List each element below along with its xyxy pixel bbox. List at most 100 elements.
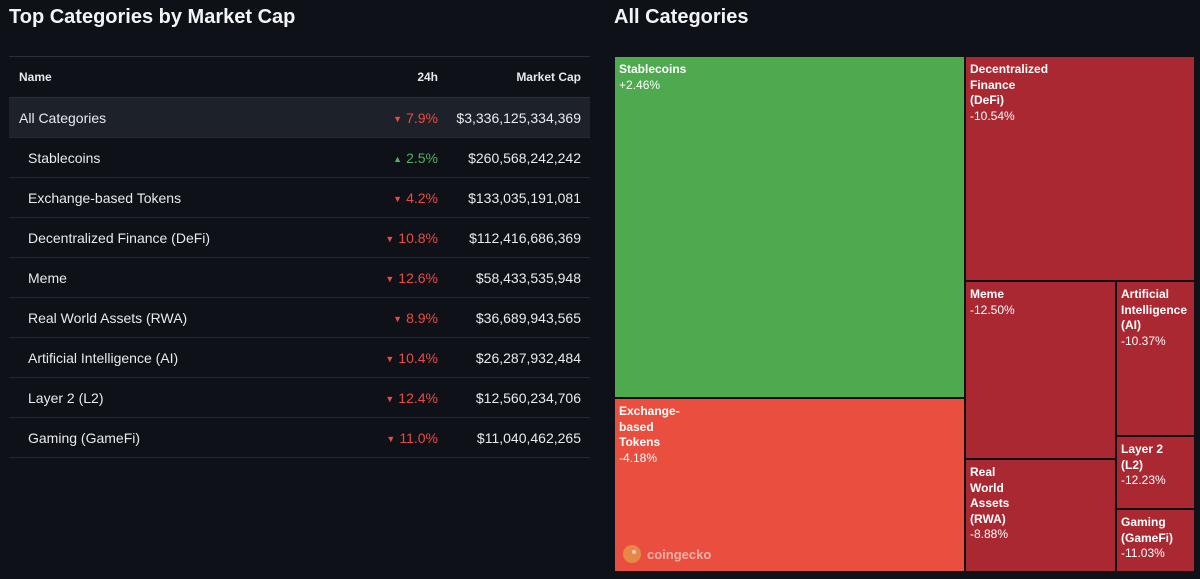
tile-label: based — [619, 419, 654, 434]
treemap-tile[interactable]: Gaming (GameFi) -11.03% — [1116, 509, 1195, 572]
tile-label: (RWA) — [970, 511, 1006, 526]
table-row[interactable]: Layer 2 (L2) ▼ 12.4% $12,560,234,706 — [9, 378, 590, 418]
watermark-text: coingecko — [647, 546, 712, 562]
tile-label: Real — [970, 465, 996, 479]
treemap-tile[interactable]: Artificial Intelligence (AI) -10.37% — [1116, 281, 1195, 436]
tile-label: Layer 2 — [1121, 442, 1164, 456]
market-cap-value: $260,568,242,242 — [468, 149, 581, 166]
treemap-tile[interactable]: Exchange-based Tokens -4.18% — [614, 398, 965, 572]
table-row[interactable]: Stablecoins ▲ 2.5% $260,568,242,242 — [9, 138, 590, 178]
change-24h: ▼ 4.2% — [338, 190, 438, 206]
category-name[interactable]: Real World Assets (RWA) — [28, 309, 188, 326]
change-value: 2.5% — [406, 149, 438, 166]
change-value: 12.6% — [398, 269, 438, 286]
treemap-tile[interactable]: Meme -12.50% — [965, 281, 1116, 459]
triangle-down-icon: ▼ — [385, 233, 395, 244]
triangle-up-icon: ▲ — [393, 153, 403, 164]
tile-label: Intelligence — [1121, 302, 1188, 317]
tile-label: (AI) — [1121, 318, 1141, 332]
change-24h: ▲ 2.5% — [338, 150, 438, 166]
tile-label: Artificial — [1121, 287, 1170, 301]
category-name[interactable]: Exchange-based Tokens — [28, 189, 182, 206]
tile-label: Decentralized — [970, 62, 1049, 76]
treemap-tile[interactable]: Decentralized Finance (DeFi) -10.54% — [965, 56, 1195, 281]
market-cap-value: $58,433,535,948 — [475, 269, 581, 286]
change-value: 7.9% — [406, 109, 438, 126]
tile-label: Finance — [970, 77, 1016, 92]
change-24h: ▼ 8.9% — [338, 310, 438, 326]
change-24h: ▼ 7.9% — [338, 110, 438, 126]
table-row[interactable]: Decentralized Finance (DeFi) ▼ 10.8% $112,4… — [9, 218, 590, 258]
change-value: 11.0% — [399, 429, 438, 446]
table-row[interactable]: Meme ▼ 12.6% $58,433,535,948 — [9, 258, 590, 298]
change-value: 10.4% — [398, 349, 438, 366]
change-value: 4.2% — [406, 189, 438, 206]
tile-label: Stablecoins — [619, 62, 687, 76]
tile-label: Gaming — [1121, 515, 1166, 529]
table-row[interactable]: Real World Assets (RWA) ▼ 8.9% $36,689,943,… — [9, 298, 590, 338]
table-row[interactable]: Gaming (GameFi) ▼ 11.0% $11,040,462,265 — [9, 418, 590, 458]
category-name[interactable]: All Categories — [19, 109, 107, 126]
treemap-title: All Categories — [614, 6, 749, 28]
tile-change: -12.50% — [970, 302, 1015, 317]
change-24h: ▼ 12.6% — [338, 270, 438, 286]
treemap-tile[interactable]: Real World Assets (RWA) -8.88% — [965, 459, 1116, 572]
triangle-down-icon: ▼ — [386, 433, 396, 444]
treemap-tile[interactable]: Layer 2 (L2) -12.23% — [1116, 436, 1195, 509]
table-row[interactable]: Exchange-based Tokens ▼ 4.2% $133,035,191,0… — [9, 178, 590, 218]
category-name[interactable]: Stablecoins — [28, 149, 101, 166]
table-row[interactable]: Artificial Intelligence (AI) ▼ 10.4% $26,28… — [9, 338, 590, 378]
tile-label: Tokens — [619, 435, 661, 449]
market-cap-value: $26,287,932,484 — [475, 349, 581, 366]
change-24h: ▼ 10.4% — [338, 350, 438, 366]
market-cap-value: $3,336,125,334,369 — [456, 109, 581, 126]
coingecko-watermark: coingecko — [623, 545, 711, 563]
category-name[interactable]: Decentralized Finance (DeFi) — [28, 229, 211, 246]
triangle-down-icon: ▼ — [393, 113, 403, 124]
market-cap-value: $112,416,686,369 — [469, 229, 581, 246]
change-24h: ▼ 10.8% — [338, 230, 438, 246]
tile-label: Assets — [970, 496, 1010, 510]
table-header: Name 24h Market Cap — [9, 56, 590, 98]
tile-change: -4.18% — [619, 450, 658, 465]
market-cap-value: $133,035,191,081 — [468, 189, 581, 206]
tile-label: (L2) — [1121, 457, 1143, 472]
triangle-down-icon: ▼ — [393, 313, 403, 324]
triangle-down-icon: ▼ — [385, 393, 395, 404]
coingecko-logo-icon — [623, 545, 641, 563]
category-name[interactable]: Gaming (GameFi) — [28, 429, 141, 446]
category-name[interactable]: Layer 2 (L2) — [28, 389, 104, 406]
categories-table: Name 24h Market Cap All Categories ▼ 7.9% $… — [9, 56, 590, 458]
market-cap-value: $11,040,462,265 — [476, 429, 581, 446]
category-name[interactable]: Meme — [28, 269, 67, 286]
category-treemap: Stablecoins +2.46% Exchange-based Tokens -4.… — [614, 56, 1195, 572]
tile-label: Meme — [970, 287, 1005, 301]
triangle-down-icon: ▼ — [393, 193, 403, 204]
market-cap-value: $36,689,943,565 — [475, 309, 581, 326]
change-value: 8.9% — [406, 309, 438, 326]
category-name[interactable]: Artificial Intelligence (AI) — [28, 349, 179, 366]
header-market-cap[interactable]: Market Cap — [516, 70, 581, 84]
tile-change: +2.46% — [619, 77, 661, 92]
change-value: 12.4% — [398, 389, 438, 406]
tile-label: (DeFi) — [970, 93, 1004, 107]
change-24h: ▼ 12.4% — [338, 390, 438, 406]
tile-label: World — [970, 480, 1004, 495]
tile-change: -12.23% — [1121, 473, 1166, 487]
tile-change: -8.88% — [970, 527, 1009, 541]
tile-label: Exchange- — [619, 404, 680, 418]
change-24h: ▼ 11.0% — [338, 430, 438, 446]
header-name[interactable]: Name — [19, 70, 52, 84]
tile-change: -11.03% — [1121, 546, 1165, 560]
market-cap-value: $12,560,234,706 — [475, 389, 581, 406]
tile-change: -10.54% — [970, 108, 1015, 123]
table-row-all-categories[interactable]: All Categories ▼ 7.9% $3,336,125,334,369 — [9, 98, 590, 138]
change-value: 10.8% — [398, 229, 438, 246]
triangle-down-icon: ▼ — [385, 273, 395, 284]
tile-change: -10.37% — [1121, 333, 1166, 348]
triangle-down-icon: ▼ — [385, 353, 395, 364]
tile-label: (GameFi) — [1121, 530, 1174, 545]
treemap-tile[interactable]: Stablecoins +2.46% — [614, 56, 965, 398]
table-title: Top Categories by Market Cap — [9, 6, 296, 28]
header-24h[interactable]: 24h — [417, 70, 438, 84]
